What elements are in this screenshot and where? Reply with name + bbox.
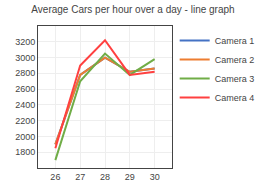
svg-text:30: 30	[150, 172, 160, 182]
svg-text:27: 27	[75, 172, 85, 182]
svg-text:2400: 2400	[15, 100, 35, 110]
svg-text:Camera 1: Camera 1	[215, 36, 255, 46]
svg-text:2800: 2800	[15, 68, 35, 78]
svg-text:1800: 1800	[15, 147, 35, 157]
svg-text:28: 28	[100, 172, 110, 182]
svg-text:3000: 3000	[15, 53, 35, 63]
svg-text:Camera 2: Camera 2	[215, 55, 255, 65]
svg-text:26: 26	[50, 172, 60, 182]
svg-text:Average Cars per hour over a d: Average Cars per hour over a day - line …	[31, 4, 234, 15]
svg-text:2200: 2200	[15, 116, 35, 126]
svg-text:2000: 2000	[15, 132, 35, 142]
svg-text:3200: 3200	[15, 37, 35, 47]
svg-text:2600: 2600	[15, 84, 35, 94]
svg-text:Camera 3: Camera 3	[215, 74, 255, 84]
svg-text:Camera 4: Camera 4	[215, 93, 255, 103]
svg-text:29: 29	[125, 172, 135, 182]
